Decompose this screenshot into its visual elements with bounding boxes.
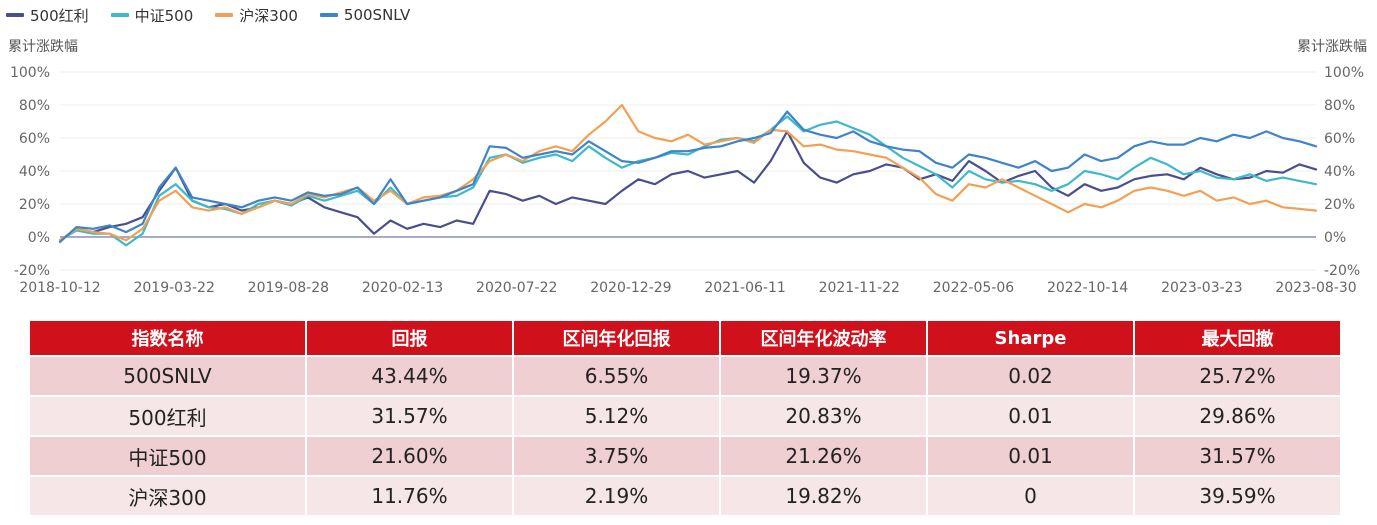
legend-item-zz500[interactable]: 中证500 (110, 5, 194, 26)
y-tick-label-left: 40% (19, 164, 50, 180)
x-tick-label: 2022-10-14 (1047, 280, 1128, 296)
y-tick-label-right: 40% (1324, 164, 1355, 180)
cell-sharpe: 0 (928, 477, 1133, 515)
legend-item-hs300[interactable]: 沪深300 (215, 5, 298, 26)
x-tick-label: 2022-05-06 (933, 280, 1014, 296)
x-tick-label: 2020-12-29 (590, 280, 671, 296)
cell-sharpe: 0.02 (928, 357, 1133, 395)
y-tick-label-left: 80% (19, 98, 50, 114)
cell-max-drawdown: 31.57% (1135, 437, 1340, 475)
cell-annual-volatility: 21.26% (721, 437, 926, 475)
legend-swatch (6, 13, 24, 17)
cell-return: 11.76% (307, 477, 512, 515)
legend-label: 500红利 (30, 6, 89, 25)
col-header-sharpe: Sharpe (928, 321, 1133, 355)
legend-label: 500SNLV (343, 6, 411, 24)
y-tick-label-left: -20% (14, 263, 50, 279)
stats-table: 指数名称 回报 区间年化回报 区间年化波动率 Sharpe 最大回撤 500SN… (28, 319, 1342, 517)
legend-swatch (215, 13, 234, 17)
y-tick-label-right: 100% (1324, 65, 1364, 81)
x-tick-label: 2019-03-22 (133, 280, 214, 296)
y-tick-label-right: 80% (1324, 98, 1355, 114)
legend-swatch (319, 13, 338, 17)
cell-index-name: 中证500 (30, 437, 305, 475)
table-header-row: 指数名称 回报 区间年化回报 区间年化波动率 Sharpe 最大回撤 (30, 321, 1340, 355)
table-row: 500红利 31.57% 5.12% 20.83% 0.01 29.86% (30, 397, 1340, 435)
cell-annual-volatility: 20.83% (721, 397, 926, 435)
legend-item-500snlv[interactable]: 500SNLV (319, 6, 411, 24)
table-row: 中证500 21.60% 3.75% 21.26% 0.01 31.57% (30, 437, 1340, 475)
col-header-index-name: 指数名称 (30, 321, 305, 355)
table-row: 500SNLV 43.44% 6.55% 19.37% 0.02 25.72% (30, 357, 1340, 395)
cell-annual-return: 2.19% (514, 477, 719, 515)
y-tick-label-right: 20% (1324, 197, 1355, 213)
y-tick-label-left: 100% (10, 65, 50, 81)
x-tick-label: 2023-08-30 (1275, 280, 1356, 296)
cell-return: 31.57% (307, 397, 512, 435)
series-line-500红利 (58, 130, 1318, 242)
series-line-沪深300 (58, 103, 1318, 242)
cell-index-name: 500SNLV (30, 357, 305, 395)
cell-sharpe: 0.01 (928, 437, 1133, 475)
legend-label: 中证500 (134, 6, 194, 25)
cell-annual-return: 5.12% (514, 397, 719, 435)
col-header-return: 回报 (307, 321, 512, 355)
cell-sharpe: 0.01 (928, 397, 1133, 435)
y-tick-label-left: 60% (19, 131, 50, 147)
x-tick-label: 2019-08-28 (248, 280, 329, 296)
chart-legend: 500红利 中证500 沪深300 500SNLV (6, 4, 410, 26)
cell-max-drawdown: 29.86% (1135, 397, 1340, 435)
y-tick-label-right: 0% (1324, 230, 1346, 246)
right-axis-title: 累计涨跌幅 (1297, 39, 1367, 55)
cell-annual-volatility: 19.37% (721, 357, 926, 395)
cell-max-drawdown: 39.59% (1135, 477, 1340, 515)
cell-index-name: 500红利 (30, 397, 305, 435)
line-chart: 100% 100% 80% 80% 60% 60% 40% 40% 20% 20% 0% 0% -20%… (10, 65, 1364, 296)
x-tick-label: 2021-06-11 (704, 280, 785, 296)
x-tick-label: 2018-10-12 (19, 280, 100, 296)
col-header-annual-return: 区间年化回报 (514, 321, 719, 355)
y-tick-label-left: 20% (19, 197, 50, 213)
col-header-max-drawdown: 最大回撤 (1135, 321, 1340, 355)
left-axis-title: 累计涨跌幅 (8, 39, 78, 55)
legend-swatch (110, 13, 129, 17)
cell-annual-return: 6.55% (514, 357, 719, 395)
x-tick-label: 2021-11-22 (819, 280, 900, 296)
y-tick-label-right: -20% (1324, 263, 1360, 279)
x-tick-label: 2023-03-23 (1161, 280, 1242, 296)
cell-max-drawdown: 25.72% (1135, 357, 1340, 395)
y-tick-label-right: 60% (1324, 131, 1355, 147)
col-header-annual-volatility: 区间年化波动率 (721, 321, 926, 355)
series-line-500SNLV (58, 110, 1318, 243)
legend-label: 沪深300 (239, 6, 298, 25)
cell-annual-return: 3.75% (514, 437, 719, 475)
table-row: 沪深300 11.76% 2.19% 19.82% 0 39.59% (30, 477, 1340, 515)
cell-annual-volatility: 19.82% (721, 477, 926, 515)
cell-index-name: 沪深300 (30, 477, 305, 515)
x-tick-label: 2020-07-22 (476, 280, 557, 296)
y-tick-label-left: 0% (28, 230, 50, 246)
x-tick-label: 2020-02-13 (362, 280, 443, 296)
cell-return: 21.60% (307, 437, 512, 475)
cell-return: 43.44% (307, 357, 512, 395)
legend-item-500hongli[interactable]: 500红利 (6, 5, 89, 26)
